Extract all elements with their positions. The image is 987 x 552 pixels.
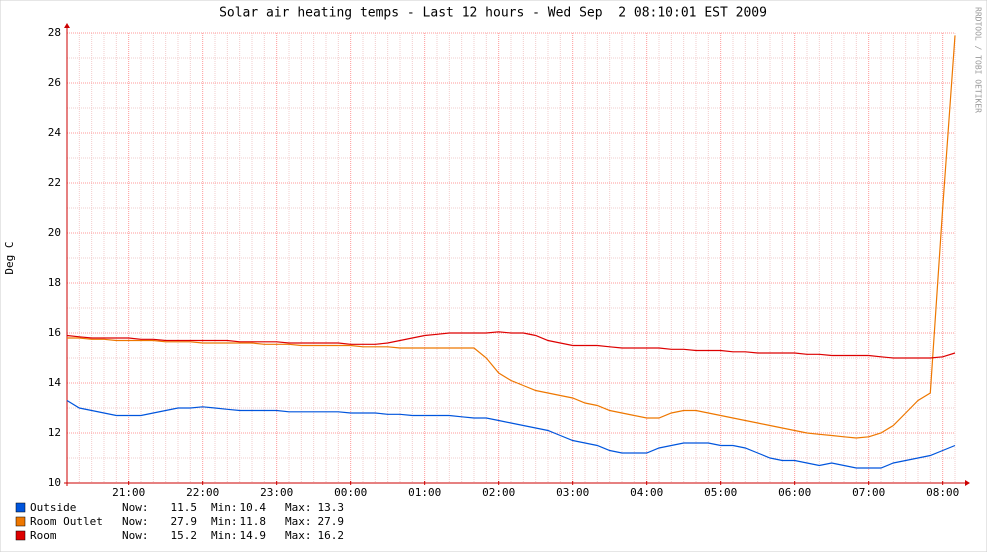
stat-label: Max: bbox=[285, 529, 312, 542]
series-line bbox=[66, 399, 956, 469]
stat-value: 16.2 bbox=[318, 529, 345, 542]
y-tick-label: 18 bbox=[48, 276, 61, 289]
stat-label: Max: bbox=[285, 515, 312, 528]
x-tick-label: 05:00 bbox=[704, 486, 737, 499]
y-tick-label: 20 bbox=[48, 226, 61, 239]
y-tick-label: 24 bbox=[48, 126, 62, 139]
y-tick-label: 16 bbox=[48, 326, 61, 339]
stat-value: 15.2 bbox=[171, 529, 198, 542]
legend-swatch bbox=[15, 516, 26, 527]
x-tick-label: 02:00 bbox=[482, 486, 515, 499]
x-tick-label: 22:00 bbox=[186, 486, 219, 499]
y-tick-label: 12 bbox=[48, 426, 61, 439]
x-tick-label: 21:00 bbox=[112, 486, 145, 499]
y-tick-label: 10 bbox=[48, 476, 61, 489]
y-tick-label: 26 bbox=[48, 76, 61, 89]
chart-title: Solar air heating temps - Last 12 hours … bbox=[219, 6, 767, 21]
stat-value: 14.9 bbox=[240, 529, 267, 542]
watermark: RRDTOOL / TOBI OETIKER bbox=[974, 7, 983, 113]
stat-label: Min: bbox=[211, 515, 238, 528]
stat-label: Min: bbox=[211, 529, 238, 542]
stat-label: Now: bbox=[122, 529, 149, 542]
stat-value: 11.8 bbox=[240, 515, 267, 528]
stat-value: 13.3 bbox=[318, 501, 345, 514]
x-tick-label: 06:00 bbox=[778, 486, 811, 499]
x-tick-label: 04:00 bbox=[630, 486, 663, 499]
stat-label: Min: bbox=[211, 501, 238, 514]
x-tick-label: 23:00 bbox=[260, 486, 293, 499]
y-axis-arrow bbox=[64, 23, 70, 28]
series-line bbox=[66, 331, 956, 359]
y-tick-label: 22 bbox=[48, 176, 61, 189]
y-tick-label: 14 bbox=[48, 376, 62, 389]
stat-label: Now: bbox=[122, 501, 149, 514]
y-axis-label: Deg C bbox=[3, 241, 16, 274]
x-axis-arrow bbox=[965, 480, 970, 486]
legend-swatch bbox=[15, 530, 26, 541]
x-tick-label: 01:00 bbox=[408, 486, 441, 499]
x-tick-label: 07:00 bbox=[852, 486, 885, 499]
stat-value: 11.5 bbox=[171, 501, 198, 514]
x-tick-label: 08:00 bbox=[926, 486, 959, 499]
x-tick-label: 03:00 bbox=[556, 486, 589, 499]
stat-value: 10.4 bbox=[240, 501, 267, 514]
legend-label: Room Outlet bbox=[30, 515, 103, 528]
y-tick-label: 28 bbox=[48, 26, 61, 39]
stat-label: Max: bbox=[285, 501, 312, 514]
legend-swatch bbox=[15, 502, 26, 513]
stat-value: 27.9 bbox=[171, 515, 198, 528]
stat-value: 27.9 bbox=[318, 515, 345, 528]
series-line bbox=[67, 35, 956, 439]
x-tick-label: 00:00 bbox=[334, 486, 367, 499]
legend-label: Outside bbox=[30, 501, 76, 514]
legend-label: Room bbox=[30, 529, 57, 542]
stat-label: Now: bbox=[122, 515, 149, 528]
